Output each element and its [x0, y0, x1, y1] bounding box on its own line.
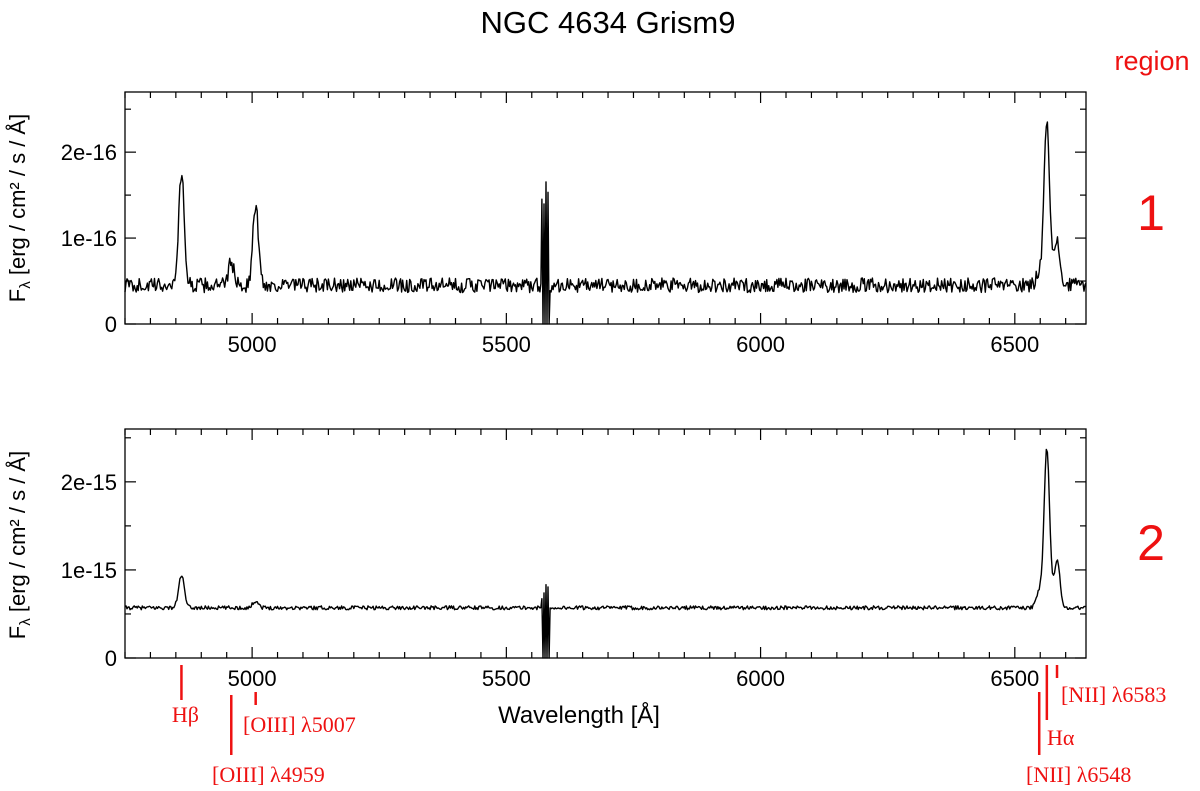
nii-6548-label: [NII] λ6548 — [1026, 762, 1131, 787]
halpha-label: Hα — [1047, 725, 1075, 750]
axis-ticks — [124, 92, 1086, 325]
spectrum-panel-region-1: 0 1e-16 2e-16 5000 5500 6000 6500 Fλ [erg / c… — [5, 91, 1165, 357]
x-tick-label: 6500 — [990, 332, 1039, 357]
y-axis-label: Fλ [erg / cm² / s / Å] — [5, 451, 34, 639]
x-tick-label: 6000 — [736, 666, 785, 691]
spectrum-panel-region-2: 0 1e-15 2e-15 5000 5500 6000 6500 Fλ [erg / c… — [5, 428, 1165, 691]
x-tick-label: 5000 — [228, 666, 277, 691]
x-tick-label: 6500 — [990, 666, 1039, 691]
region-label: 1 — [1137, 185, 1165, 241]
y-tick-label: 0 — [105, 312, 117, 337]
x-tick-labels: 5000 5500 6000 6500 — [228, 666, 1040, 691]
x-tick-label: 5500 — [482, 332, 531, 357]
y-tick-label: 0 — [105, 646, 117, 671]
x-tick-labels: 5000 5500 6000 6500 — [228, 332, 1040, 357]
y-tick-label: 2e-15 — [61, 470, 117, 495]
region-header: region — [1114, 46, 1189, 76]
y-tick-label: 1e-16 — [61, 226, 117, 251]
x-axis-label: Wavelength [Å] — [498, 701, 660, 729]
y-axis-label: Fλ [erg / cm² / s / Å] — [5, 114, 34, 302]
axis-ticks — [124, 429, 1086, 659]
figure-title: NGC 4634 Grism9 — [481, 5, 736, 40]
x-tick-label: 5500 — [482, 666, 531, 691]
y-tick-label: 1e-15 — [61, 558, 117, 583]
spectrum-line — [124, 448, 1087, 659]
y-tick-label: 2e-16 — [61, 140, 117, 165]
plot-frame — [124, 91, 1087, 325]
line-identifications: Hβ [OIII] λ5007 [OIII] λ4959 [NII] λ6583… — [172, 665, 1166, 787]
y-tick-labels: 0 1e-15 2e-15 — [61, 470, 117, 671]
oiii-5007-label: [OIII] λ5007 — [243, 712, 356, 737]
spectrum-line — [124, 121, 1087, 325]
x-tick-label: 6000 — [736, 332, 785, 357]
y-tick-labels: 0 1e-16 2e-16 — [61, 140, 117, 337]
region-label: 2 — [1137, 515, 1165, 571]
hbeta-label: Hβ — [172, 702, 199, 727]
nii-6583-label: [NII] λ6583 — [1061, 682, 1166, 707]
x-tick-label: 5000 — [228, 332, 277, 357]
oiii-4959-label: [OIII] λ4959 — [212, 762, 325, 787]
plot-frame — [124, 428, 1087, 659]
